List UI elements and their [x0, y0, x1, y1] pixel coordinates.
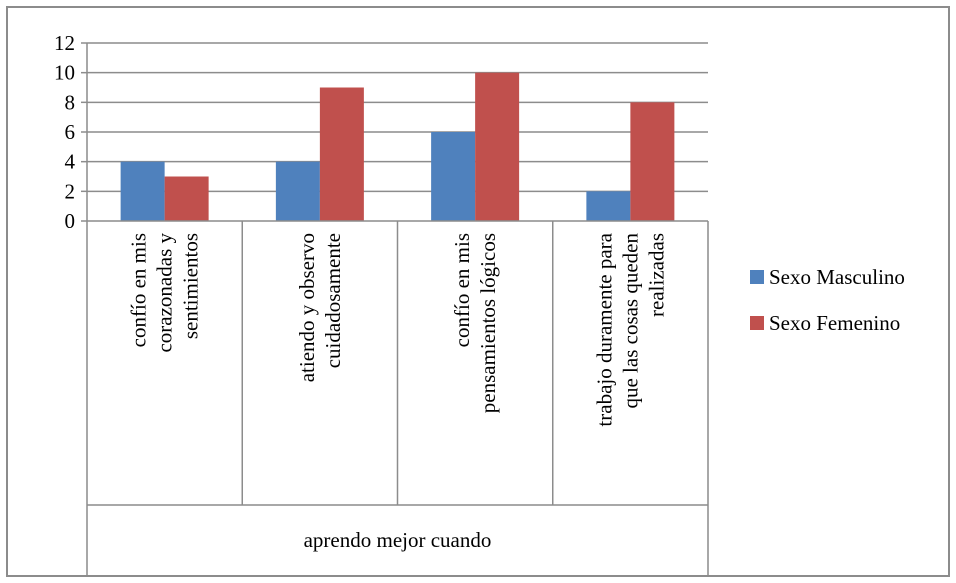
legend-label: Sexo Masculino [769, 265, 905, 289]
category-label-line: trabajo duramente para [592, 232, 616, 426]
category-label: confío en mis pensamientos lógicos [450, 233, 500, 413]
bar [120, 161, 165, 221]
bar [475, 72, 520, 222]
category-label-line: confío en mis [127, 233, 151, 347]
gridlines [87, 42, 708, 193]
y-tick-label: 2 [65, 179, 76, 203]
category-label: atiendo y observo cuidadosamente [295, 233, 345, 382]
legend: Sexo Masculino Sexo Femenino [750, 265, 905, 335]
y-tick-label: 6 [65, 120, 76, 144]
category-label: confío en mis corazonadas y sentimientos [127, 233, 203, 353]
bar [431, 132, 476, 221]
legend-swatch [750, 316, 764, 330]
legend-swatch [750, 270, 764, 284]
group-label-area: aprendo mejor cuando [304, 528, 492, 552]
legend-label: Sexo Femenino [769, 311, 900, 335]
category-label-line: pensamientos lógicos [476, 233, 500, 413]
category-label-line: atiendo y observo [295, 233, 319, 382]
axes [86, 43, 709, 576]
bar-series [120, 72, 675, 222]
category-label: trabajo duramente para que las cosas qued… [592, 232, 668, 426]
category-label-line: cuidadosamente [321, 233, 345, 368]
category-labels: confío en mis corazonadas y sentimientos at… [127, 232, 669, 426]
bar [586, 191, 631, 221]
y-tick-label: 0 [65, 209, 76, 233]
y-tick-label: 4 [65, 150, 76, 174]
y-tick-label: 8 [65, 90, 76, 114]
y-tick-label: 12 [54, 31, 75, 55]
bar [319, 87, 364, 221]
group-label: aprendo mejor cuando [304, 528, 492, 552]
category-label-line: que las cosas queden [618, 233, 642, 409]
category-label-line: realizadas [644, 233, 668, 317]
category-label-line: sentimientos [179, 233, 203, 339]
y-axis-ticks: 0 2 4 6 8 10 12 [54, 31, 87, 233]
bar [275, 161, 320, 221]
category-label-line: corazonadas y [153, 233, 177, 353]
bar [164, 176, 209, 221]
y-tick-label: 10 [54, 61, 75, 85]
bar [630, 102, 675, 221]
category-label-line: confío en mis [450, 233, 474, 347]
